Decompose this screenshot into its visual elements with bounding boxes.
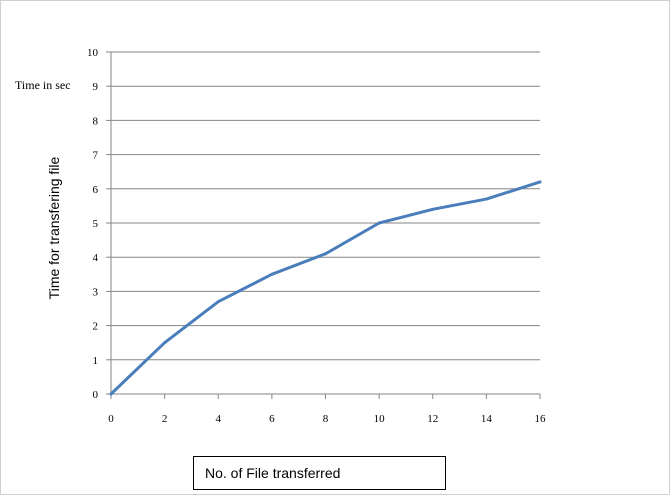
y-tick-label-2: 2 — [93, 321, 99, 333]
y-tick-label-6: 6 — [93, 184, 99, 196]
data-point-16 — [538, 180, 542, 184]
y-unit-annotation: Time in sec — [15, 78, 71, 92]
data-point-6 — [270, 272, 274, 276]
x-tick-label-16: 16 — [535, 413, 547, 425]
y-tick-label-4: 4 — [93, 252, 99, 264]
axes — [106, 51, 541, 399]
y-tick-label-7: 7 — [93, 150, 99, 162]
data-point-2 — [163, 341, 167, 345]
y-tick-label-3: 3 — [93, 286, 99, 298]
y-axis-label: Time for transfering file — [46, 156, 62, 299]
data-point-12 — [431, 207, 435, 211]
data-point-4 — [216, 300, 220, 304]
y-tick-labels: 0 1 2 3 4 5 6 7 8 9 10 — [87, 47, 99, 401]
data-point-10 — [377, 221, 381, 225]
y-tick-label-5: 5 — [93, 218, 99, 230]
x-tick-label-14: 14 — [481, 413, 493, 425]
y-tick-label-9: 9 — [93, 81, 99, 93]
data-point-14 — [484, 197, 488, 201]
data-point-0 — [109, 392, 113, 396]
x-tick-label-10: 10 — [374, 413, 386, 425]
x-tick-label-0: 0 — [108, 413, 114, 425]
x-axis-label: No. of File transferred — [193, 456, 446, 490]
series-line-0 — [109, 180, 542, 396]
x-tick-label-4: 4 — [216, 413, 222, 425]
data-series — [109, 180, 542, 396]
x-tick-label-8: 8 — [323, 413, 329, 425]
x-tick-label-2: 2 — [162, 413, 168, 425]
y-tick-label-0: 0 — [93, 389, 99, 401]
x-tick-label-6: 6 — [269, 413, 275, 425]
y-tick-label-10: 10 — [87, 47, 99, 59]
gridlines — [111, 51, 540, 361]
y-tick-label-1: 1 — [93, 355, 99, 367]
x-tick-labels: 0 2 4 6 8 10 12 14 16 — [108, 413, 546, 425]
x-tick-label-12: 12 — [427, 413, 438, 425]
y-tick-label-8: 8 — [93, 115, 99, 127]
data-point-8 — [324, 252, 327, 256]
